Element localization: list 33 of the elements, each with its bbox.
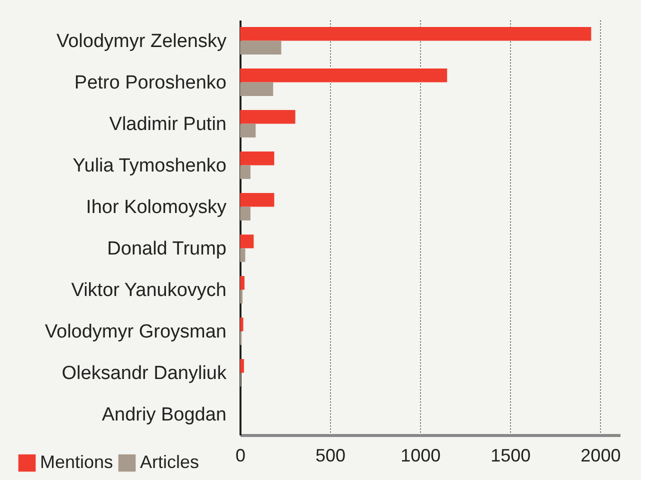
- y-tick-label: Viktor Yanukovych: [71, 280, 226, 301]
- bar: [240, 110, 296, 124]
- bar: [240, 82, 274, 96]
- bar: [240, 234, 254, 248]
- bar: [240, 359, 244, 373]
- legend-label: Articles: [140, 452, 200, 472]
- y-tick-label: Yulia Tymoshenko: [72, 155, 226, 176]
- bar: [240, 276, 244, 290]
- bar: [240, 318, 244, 332]
- y-tick-label: Oleksandr Danyliuk: [62, 362, 227, 384]
- bar: [240, 124, 256, 138]
- bar: [240, 290, 243, 304]
- bar: [240, 248, 246, 262]
- x-tick-label: 0: [235, 446, 246, 466]
- bar: [240, 40, 282, 54]
- y-tick-label: Ihor Kolomoysky: [86, 196, 227, 218]
- y-tick-label: Donald Trump: [107, 238, 226, 260]
- x-tick-label: 500: [316, 446, 346, 466]
- y-tick-label: Volodymyr Zelensky: [56, 30, 227, 52]
- bar: [240, 68, 448, 82]
- bar: [240, 165, 250, 179]
- bar: [240, 27, 592, 41]
- y-tick-label: Petro Poroshenko: [74, 72, 226, 94]
- y-tick-label: Volodymyr Groysman: [44, 321, 226, 342]
- x-tick-label: 2000: [580, 446, 621, 466]
- bar: [240, 152, 274, 166]
- legend-label: Mentions: [40, 452, 114, 472]
- bar: [240, 206, 250, 220]
- bar: [240, 193, 274, 207]
- y-tick-label: Andriy Bogdan: [102, 404, 226, 426]
- x-tick-label: 1500: [490, 446, 531, 466]
- y-tick-label: Vladimir Putin: [109, 114, 226, 135]
- x-tick-label: 1000: [400, 446, 441, 466]
